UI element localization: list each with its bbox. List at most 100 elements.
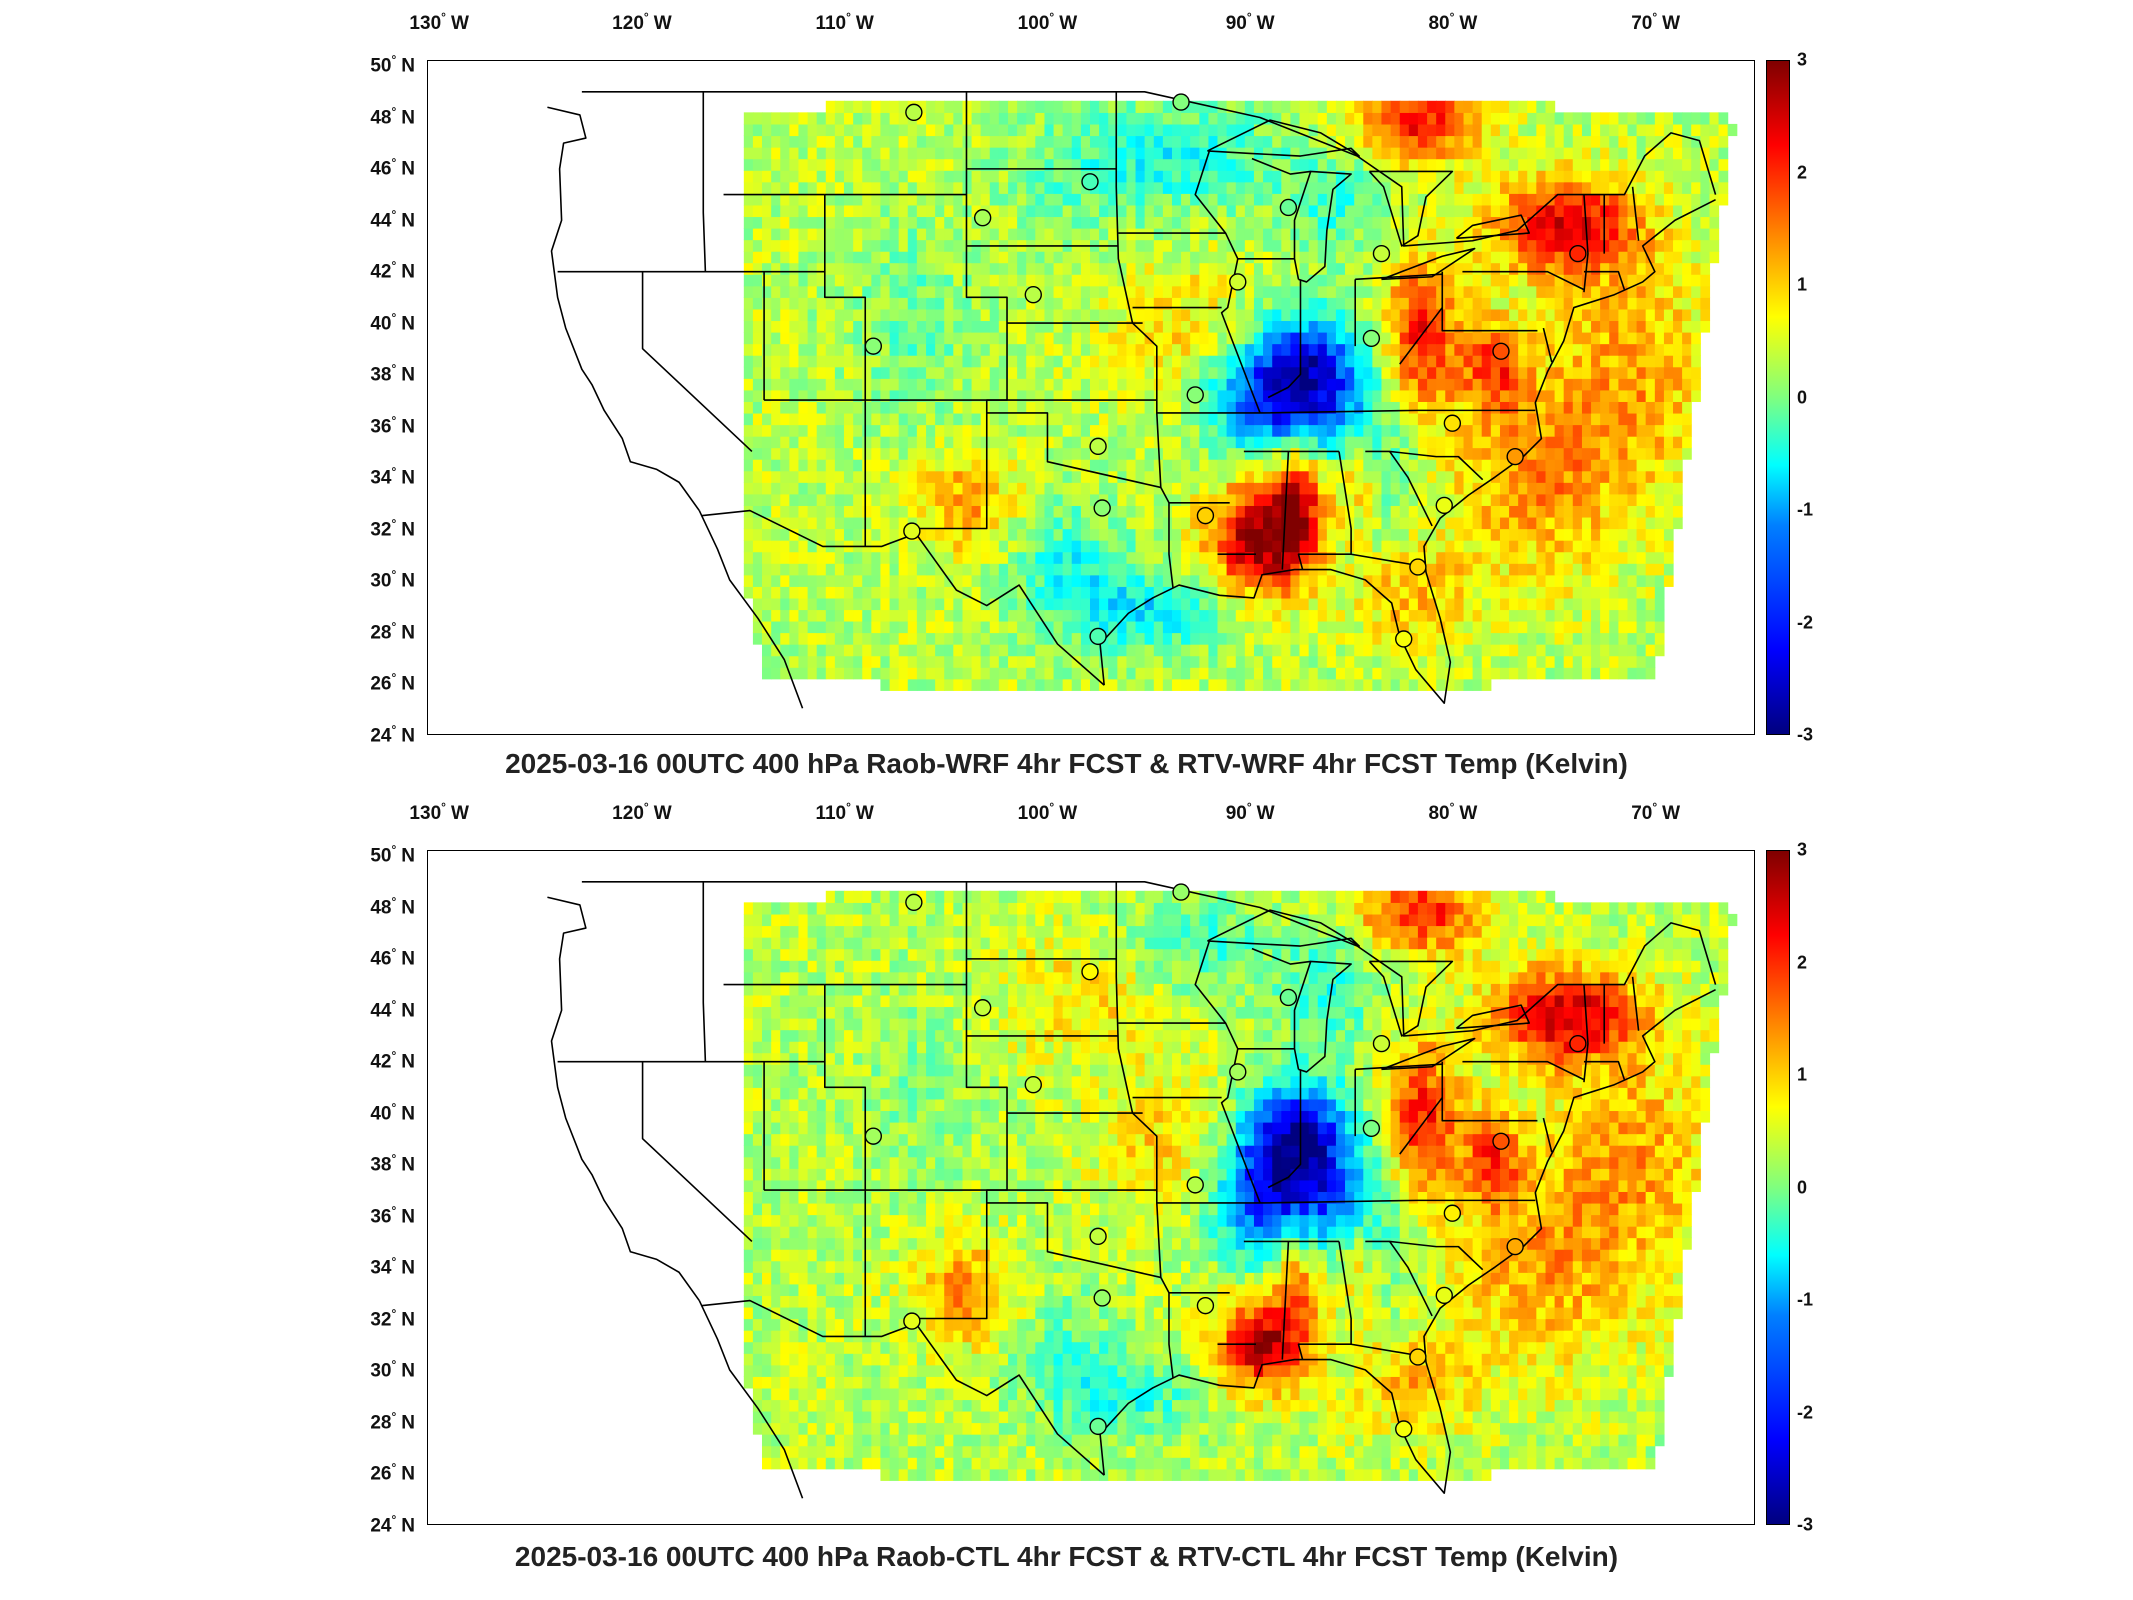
field-cell bbox=[1463, 574, 1474, 587]
field-cell bbox=[1436, 297, 1446, 310]
field-cell bbox=[789, 609, 800, 622]
field-cell bbox=[1673, 343, 1683, 356]
field-cell bbox=[825, 563, 836, 576]
field-cell bbox=[907, 563, 918, 576]
field-cell bbox=[807, 239, 818, 252]
field-cell bbox=[935, 228, 945, 241]
field-cell bbox=[1071, 644, 1082, 657]
field-cell bbox=[1117, 285, 1128, 298]
field-cell bbox=[1663, 193, 1674, 206]
field-cell bbox=[807, 262, 818, 275]
field-cell bbox=[898, 505, 909, 518]
field-cell bbox=[1190, 644, 1200, 657]
field-cell bbox=[953, 540, 963, 553]
field-cell bbox=[761, 620, 772, 634]
field-cell bbox=[1591, 493, 1601, 506]
field-cell bbox=[1673, 297, 1683, 310]
field-cell bbox=[1436, 644, 1446, 657]
field-cell bbox=[825, 389, 836, 402]
field-cell bbox=[862, 424, 872, 437]
field-cell bbox=[825, 401, 836, 414]
field-cell bbox=[789, 597, 800, 611]
field-cell bbox=[1026, 297, 1036, 310]
field-cell bbox=[798, 482, 809, 495]
field-cell bbox=[1399, 459, 1410, 472]
field-cell bbox=[1299, 516, 1310, 530]
field-cell bbox=[1235, 540, 1246, 553]
field-cell bbox=[1126, 378, 1137, 391]
field-cell bbox=[1026, 678, 1036, 691]
field-cell bbox=[998, 424, 1009, 437]
field-cell bbox=[1071, 320, 1082, 333]
field-cell bbox=[1682, 401, 1692, 414]
field-cell bbox=[780, 540, 790, 553]
field-cell bbox=[1171, 216, 1182, 229]
field-cell bbox=[1317, 389, 1328, 402]
field-cell bbox=[1554, 193, 1565, 206]
field-cell bbox=[1417, 170, 1428, 183]
field-cell bbox=[1463, 609, 1474, 622]
field-cell bbox=[1518, 505, 1528, 518]
field-cell bbox=[1235, 563, 1246, 576]
field-cell bbox=[1673, 251, 1683, 264]
field-cell bbox=[1126, 609, 1137, 622]
field-cell bbox=[1135, 389, 1146, 402]
field-cell bbox=[1053, 459, 1064, 472]
field-cell bbox=[780, 563, 790, 576]
field-cell bbox=[1199, 170, 1210, 183]
field-cell bbox=[1071, 251, 1082, 264]
field-cell bbox=[898, 181, 909, 194]
field-cell bbox=[1591, 158, 1601, 171]
field-cell bbox=[1135, 447, 1146, 460]
field-cell bbox=[1563, 632, 1574, 645]
field-cell bbox=[1627, 516, 1638, 530]
field-cell bbox=[926, 343, 936, 356]
field-cell bbox=[1099, 378, 1109, 391]
field-cell bbox=[1062, 516, 1073, 530]
field-cell bbox=[1618, 609, 1629, 622]
field-cell bbox=[1299, 505, 1310, 518]
field-cell bbox=[1171, 262, 1182, 275]
field-cell bbox=[825, 216, 836, 229]
field-cell bbox=[1663, 551, 1674, 564]
field-cell bbox=[1390, 412, 1401, 426]
field-cell bbox=[825, 320, 836, 333]
field-cell bbox=[1326, 459, 1337, 472]
field-cell bbox=[1445, 563, 1455, 576]
field-cell bbox=[1217, 470, 1228, 483]
field-cell bbox=[1509, 158, 1519, 171]
field-cell bbox=[1171, 251, 1182, 264]
field-cell bbox=[1153, 505, 1164, 518]
field-cell bbox=[1326, 447, 1337, 460]
field-cell bbox=[798, 389, 809, 402]
field-cell bbox=[816, 447, 827, 460]
field-cell bbox=[1090, 482, 1100, 495]
field-cell bbox=[1235, 308, 1246, 322]
field-cell bbox=[1263, 228, 1273, 241]
field-cell bbox=[1463, 355, 1474, 368]
field-cell bbox=[1554, 655, 1565, 668]
field-cell bbox=[880, 274, 891, 287]
field-cell bbox=[1618, 355, 1629, 368]
field-cell bbox=[1071, 158, 1082, 171]
field-cell bbox=[1299, 251, 1310, 264]
field-cell bbox=[1536, 147, 1547, 160]
field-cell bbox=[1509, 493, 1519, 506]
field-cell bbox=[1563, 378, 1574, 391]
field-cell bbox=[1472, 204, 1483, 218]
field-cell bbox=[1591, 459, 1601, 472]
field-cell bbox=[1345, 412, 1355, 426]
field-cell bbox=[1673, 505, 1683, 518]
field-cell bbox=[1199, 597, 1210, 611]
field-cell bbox=[1026, 435, 1036, 449]
field-cell bbox=[1117, 181, 1128, 194]
field-cell bbox=[752, 516, 763, 530]
field-cell bbox=[1253, 193, 1264, 206]
field-cell bbox=[1263, 470, 1273, 483]
field-cell bbox=[1272, 540, 1282, 553]
field-cell bbox=[1217, 644, 1228, 657]
field-cell bbox=[789, 424, 800, 437]
field-cell bbox=[953, 285, 963, 298]
field-cell bbox=[816, 482, 827, 495]
field-cell bbox=[1035, 678, 1045, 691]
